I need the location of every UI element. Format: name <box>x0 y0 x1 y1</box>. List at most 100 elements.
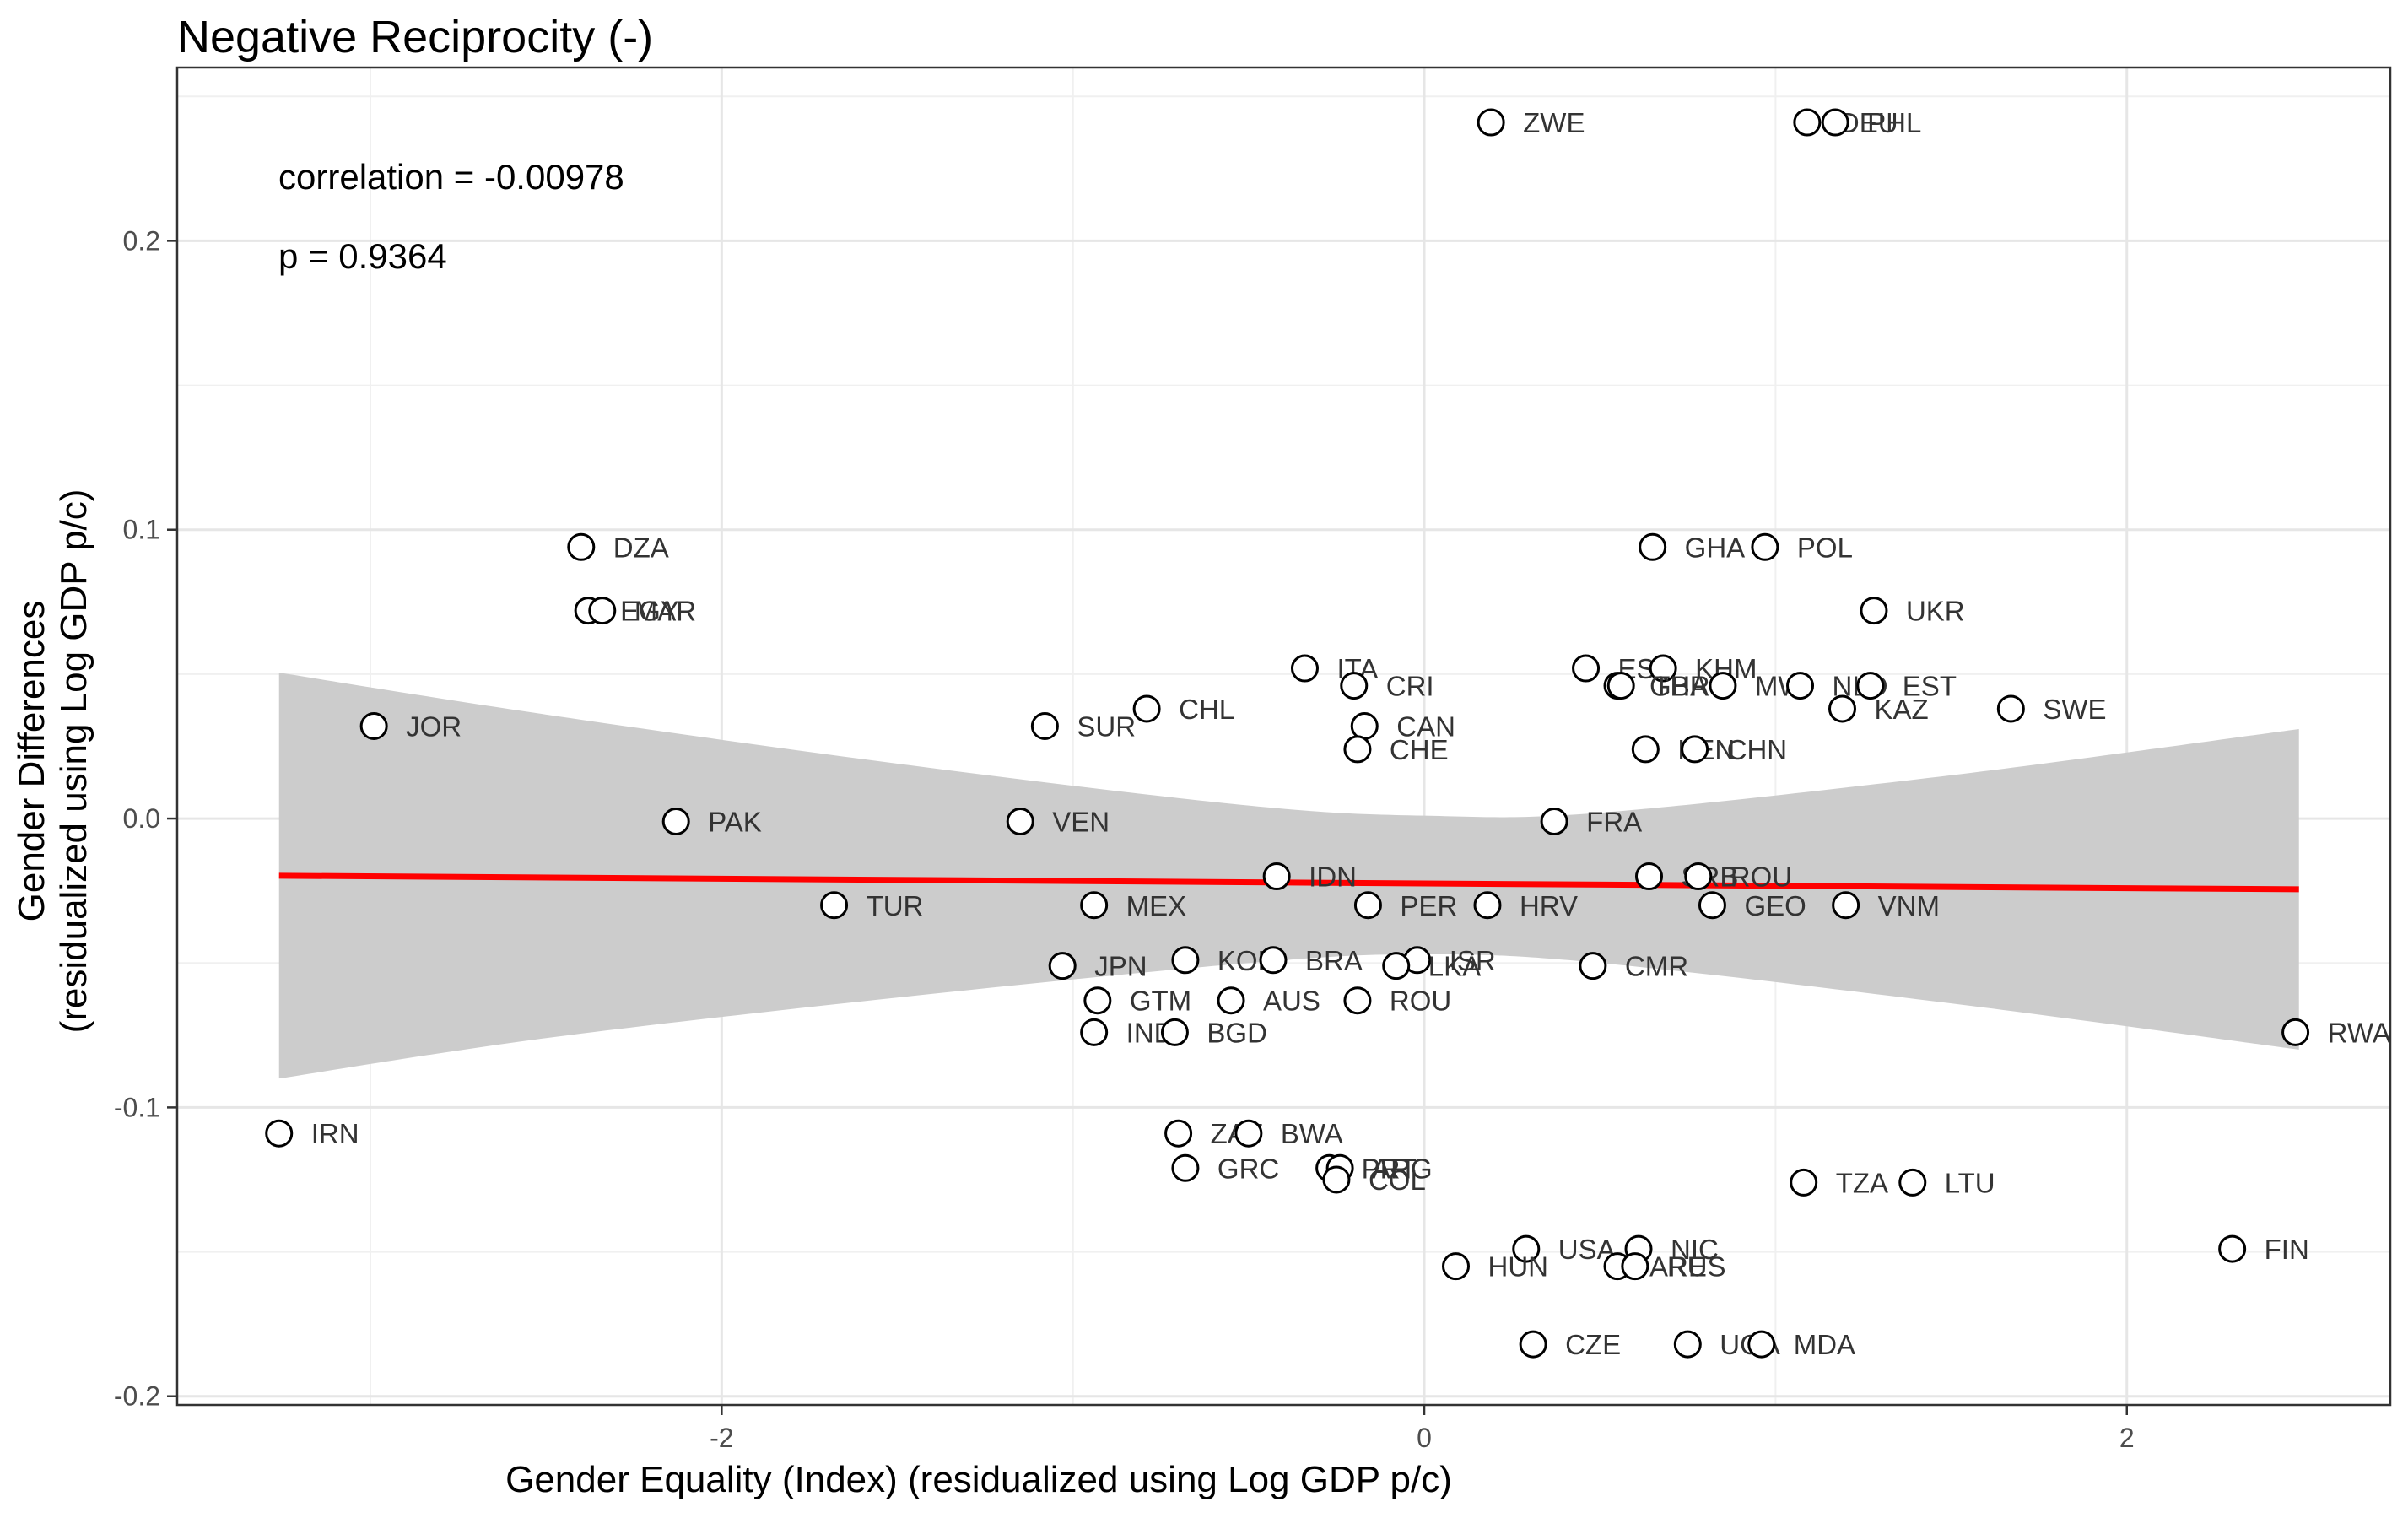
point-label-dza: DZA <box>613 532 669 563</box>
data-point-hrv <box>1473 891 1502 920</box>
data-point-chl <box>1132 694 1161 723</box>
y-tick-label: 0.2 <box>123 225 160 256</box>
data-point-irn <box>265 1119 294 1148</box>
y-tick-label: 0.1 <box>123 515 160 545</box>
data-point-ita <box>1290 654 1319 683</box>
data-point-aus <box>1217 986 1245 1015</box>
point-label-rou: ROU <box>1730 862 1792 893</box>
point-label-gtm: GTM <box>1130 986 1191 1017</box>
point-label-rou: ROU <box>1390 986 1451 1017</box>
y-tick-label: -0.1 <box>114 1092 160 1122</box>
point-label-tha: THA <box>1653 671 1709 702</box>
data-point-tha <box>1606 672 1635 700</box>
data-point-kor <box>1171 946 1200 975</box>
data-point-swe <box>1996 694 2025 723</box>
point-label-swe: SWE <box>2043 694 2106 725</box>
point-label-prt: PRT <box>1362 1153 1417 1184</box>
point-label-mda: MDA <box>1794 1329 1855 1360</box>
data-point-rou <box>1343 986 1372 1015</box>
point-label-cmr: CMR <box>1625 951 1688 982</box>
data-point-geo <box>1698 891 1726 920</box>
point-label-pak: PAK <box>708 806 762 837</box>
data-point-mar <box>588 597 617 625</box>
point-label-tur: TUR <box>867 890 924 921</box>
data-point-tur <box>820 891 849 920</box>
data-point-cze <box>1519 1330 1547 1359</box>
point-label-arg: ARG <box>1372 1153 1433 1184</box>
data-point-zwe <box>1477 108 1505 137</box>
data-point-cri <box>1340 672 1369 700</box>
point-label-col: COL <box>1369 1164 1426 1196</box>
point-label-sur: SUR <box>1077 711 1136 743</box>
data-point-deu <box>1793 108 1822 137</box>
data-point-ukr <box>1860 597 1888 625</box>
data-point-jpn <box>1048 952 1077 980</box>
data-point-can <box>1350 712 1379 741</box>
data-point-est <box>1856 672 1885 700</box>
data-point-per <box>1353 891 1382 920</box>
data-point-bra <box>1259 946 1288 975</box>
data-point-hun <box>1442 1252 1471 1281</box>
data-point-mwi <box>1709 672 1737 700</box>
data-point-phl <box>1821 108 1849 137</box>
data-point-dza <box>567 532 596 561</box>
point-label-ukr: UKR <box>1906 596 1965 627</box>
data-point-grc <box>1171 1153 1200 1182</box>
point-label-che: CHE <box>1390 734 1449 765</box>
data-point-tza <box>1790 1168 1818 1197</box>
y-axis-title-line2: (residualized using Log GDP p/c) <box>53 489 94 1034</box>
data-point-vnm <box>1832 891 1860 920</box>
point-label-jpn: JPN <box>1094 951 1147 982</box>
data-point-rwa <box>2281 1018 2310 1046</box>
point-label-rwa: RWA <box>2328 1017 2391 1048</box>
chart-title: Negative Reciprocity (-) <box>177 12 653 62</box>
point-label-bra: BRA <box>1305 945 1363 976</box>
y-axis: -0.2 -0.1 0.0 0.1 0.2 <box>114 225 177 1412</box>
point-label-egy: EGY <box>620 596 679 627</box>
point-label-hun: HUN <box>1488 1251 1549 1283</box>
data-point-pol <box>1751 532 1779 561</box>
point-label-cze: CZE <box>1565 1329 1621 1360</box>
data-point-che <box>1343 735 1372 764</box>
point-label-per: PER <box>1400 890 1457 921</box>
point-label-gbr: GBR <box>1649 671 1710 702</box>
point-label-kaz: KAZ <box>1874 694 1928 725</box>
point-label-are: ARE <box>1649 1251 1707 1283</box>
point-label-bgd: BGD <box>1207 1017 1267 1048</box>
point-label-idn: IDN <box>1309 862 1357 893</box>
point-label-nic: NIC <box>1671 1234 1719 1265</box>
data-point-pak <box>661 807 690 835</box>
data-point-jor <box>359 712 388 741</box>
x-axis: -2 0 2 <box>710 1405 2135 1453</box>
correlation-annotation: correlation = -0.00978 <box>278 157 624 197</box>
data-point-fin <box>2218 1234 2247 1263</box>
x-axis-title: Gender Equality (Index) (residualized us… <box>505 1459 1452 1500</box>
data-point-mda <box>1747 1330 1776 1359</box>
point-label-jor: JOR <box>406 711 462 743</box>
data-point-rus <box>1621 1252 1649 1281</box>
data-point-idn <box>1262 862 1291 891</box>
point-label-est: EST <box>1903 671 1957 702</box>
point-label-lka: LKA <box>1428 951 1481 982</box>
y-tick-label: 0.0 <box>123 803 160 834</box>
point-label-hrv: HRV <box>1520 890 1578 921</box>
point-label-isr: ISR <box>1450 945 1496 976</box>
data-point-cmr <box>1579 952 1607 980</box>
data-point-ven <box>1006 807 1034 835</box>
point-label-geo: GEO <box>1744 890 1806 921</box>
data-point-esp <box>1572 654 1601 683</box>
point-label-fin: FIN <box>2265 1234 2309 1265</box>
point-label-irn: IRN <box>311 1118 359 1149</box>
data-point-col <box>1322 1165 1351 1194</box>
data-point-kaz <box>1828 694 1856 723</box>
point-label-grc: GRC <box>1217 1153 1279 1184</box>
data-point-bwa <box>1234 1119 1263 1148</box>
point-label-phl: PHL <box>1867 107 1921 138</box>
point-label-rus: RUS <box>1667 1251 1726 1283</box>
point-label-gha: GHA <box>1685 532 1746 563</box>
point-label-fra: FRA <box>1586 806 1642 837</box>
point-label-vnm: VNM <box>1878 890 1940 921</box>
data-point-sur <box>1030 712 1059 741</box>
